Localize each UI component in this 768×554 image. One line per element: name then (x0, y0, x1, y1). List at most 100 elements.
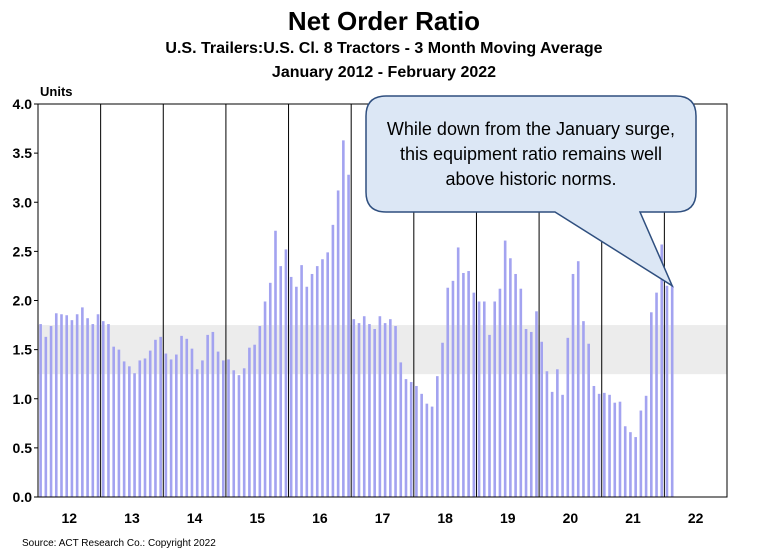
bar (509, 258, 512, 497)
bar (96, 314, 100, 497)
bar (634, 437, 637, 497)
bar (378, 316, 382, 497)
bar (561, 394, 564, 497)
bar (128, 366, 131, 497)
bar (133, 373, 136, 497)
y-tick-label: 1.0 (13, 391, 33, 407)
bar (409, 382, 413, 497)
y-axis-label: Units (40, 84, 73, 99)
x-tick-label: 20 (563, 510, 579, 526)
x-tick-label: 16 (312, 510, 328, 526)
bar (467, 271, 470, 497)
bar (357, 323, 361, 497)
bar (331, 224, 335, 497)
bar (227, 359, 230, 497)
bar (441, 342, 444, 497)
bar (665, 285, 669, 497)
bar (394, 326, 397, 497)
bar (274, 230, 277, 497)
bar (524, 328, 528, 497)
chart-title: Net Order Ratio (287, 6, 481, 36)
historic-norm-band (38, 325, 727, 375)
bar (650, 312, 653, 497)
y-tick-label: 3.5 (13, 145, 33, 161)
y-tick-label: 3.0 (13, 194, 33, 210)
y-tick-label: 2.5 (13, 243, 33, 259)
bar (154, 339, 157, 497)
bar (389, 319, 392, 497)
bar (336, 190, 340, 497)
bar (362, 316, 366, 497)
y-tick-label: 0.5 (13, 440, 33, 456)
bar (519, 288, 523, 497)
bar (242, 368, 246, 497)
bar (221, 360, 225, 497)
bar (550, 391, 554, 497)
bar (404, 379, 408, 497)
bar (639, 410, 643, 497)
bar (65, 315, 69, 497)
bar (148, 350, 152, 497)
bar (587, 343, 590, 497)
bar (44, 336, 48, 497)
bar (169, 359, 173, 497)
bar (237, 375, 241, 497)
bar (347, 174, 350, 498)
bar (482, 301, 486, 497)
bar (582, 321, 585, 497)
bar (514, 273, 517, 497)
bar (592, 385, 596, 497)
x-tick-label: 21 (625, 510, 641, 526)
y-tick-label: 4.0 (13, 96, 33, 112)
bar (253, 344, 256, 497)
bar (232, 370, 236, 497)
bar (373, 328, 376, 497)
bar (608, 394, 611, 497)
bar (295, 286, 298, 497)
bar (451, 280, 455, 497)
x-tick-label: 17 (375, 510, 391, 526)
bar (315, 266, 319, 497)
bar (143, 358, 147, 497)
bar (613, 402, 617, 497)
bar (556, 369, 559, 497)
bar (305, 286, 309, 497)
y-tick-label: 0.0 (13, 489, 33, 505)
bar (159, 336, 162, 497)
bar (175, 354, 178, 497)
bar (60, 314, 63, 497)
bar (493, 301, 497, 497)
bar (655, 292, 658, 497)
bar (49, 326, 53, 497)
bar (91, 324, 95, 497)
bar (603, 392, 606, 497)
bar (368, 324, 371, 497)
bar (268, 282, 272, 497)
x-tick-label: 14 (187, 510, 203, 526)
bar (415, 385, 418, 497)
bar (75, 314, 79, 497)
bar (670, 285, 674, 497)
bar (425, 403, 429, 497)
x-tick-label: 12 (62, 510, 78, 526)
bar (300, 265, 303, 497)
bar (112, 346, 115, 497)
x-tick-label: 13 (124, 510, 140, 526)
chart-date-range: January 2012 - February 2022 (271, 64, 497, 81)
bar (498, 288, 502, 497)
x-tick-label: 19 (500, 510, 516, 526)
bar (566, 337, 570, 497)
bar (456, 247, 460, 497)
bar (420, 393, 423, 497)
bar (571, 273, 575, 497)
bar (107, 324, 110, 497)
bar (180, 335, 183, 497)
bar (279, 266, 283, 497)
bar (472, 292, 476, 497)
bar (430, 406, 434, 497)
bar (540, 341, 544, 497)
bar (529, 331, 533, 497)
bar (86, 318, 89, 497)
bar (70, 320, 74, 497)
